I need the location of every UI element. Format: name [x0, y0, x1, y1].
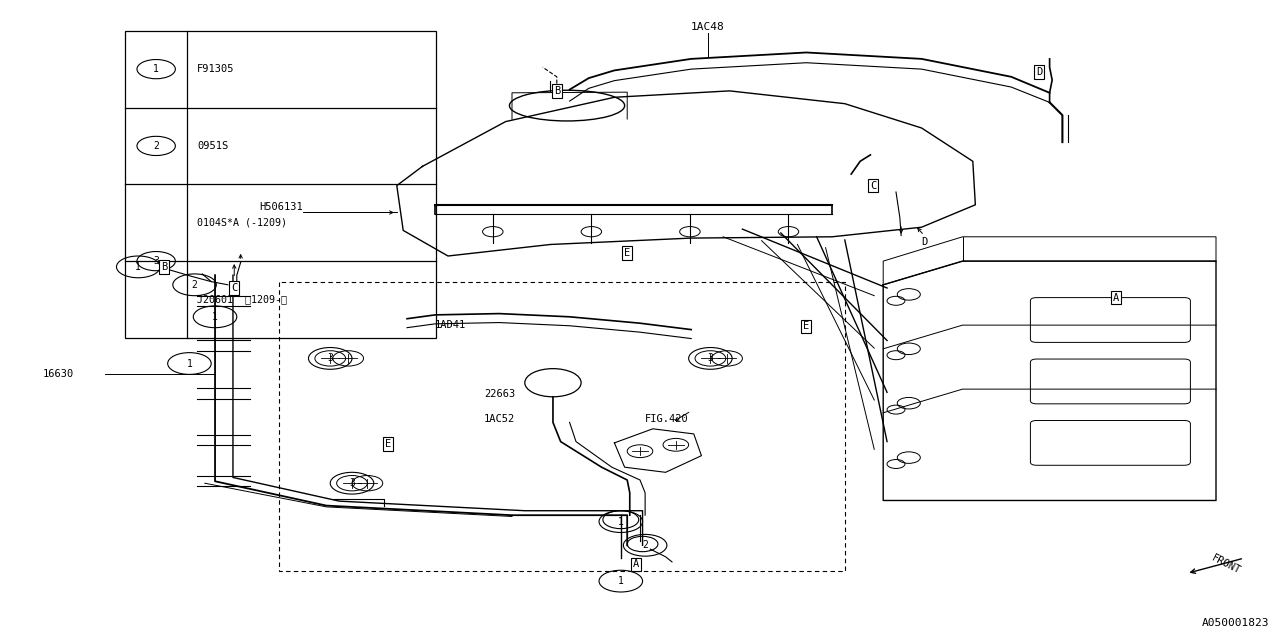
Text: 16630: 16630	[42, 369, 73, 380]
Text: A: A	[634, 559, 639, 570]
Text: 1: 1	[187, 358, 192, 369]
Text: 1AC52: 1AC52	[484, 413, 515, 424]
Text: 0951S: 0951S	[197, 141, 228, 151]
Text: FRONT: FRONT	[1210, 553, 1242, 576]
Text: 2: 2	[154, 141, 159, 151]
Text: C: C	[870, 180, 876, 191]
Text: E: E	[385, 439, 390, 449]
Text: 1AC48: 1AC48	[691, 22, 724, 32]
Text: B: B	[554, 86, 559, 96]
Bar	[125, 31, 436, 338]
Text: J20601  〈1209-）: J20601 〈1209-）	[197, 294, 287, 305]
Text: D: D	[1037, 67, 1042, 77]
Text: A050001823: A050001823	[1202, 618, 1270, 628]
Text: 1: 1	[154, 64, 159, 74]
Text: 3: 3	[708, 353, 713, 364]
Text: 22663: 22663	[484, 388, 515, 399]
Text: 3: 3	[349, 478, 355, 488]
Text: 3: 3	[154, 256, 159, 266]
Text: 1: 1	[618, 516, 623, 527]
Text: F91305: F91305	[197, 64, 234, 74]
Text: C: C	[232, 283, 237, 293]
Text: E: E	[625, 248, 630, 258]
Text: 1AD41: 1AD41	[435, 320, 466, 330]
Text: D: D	[922, 237, 927, 247]
Text: H506131: H506131	[260, 202, 303, 212]
Text: A: A	[1114, 292, 1119, 303]
Text: E: E	[804, 321, 809, 332]
Text: 1: 1	[212, 312, 218, 322]
Text: FIG.420: FIG.420	[645, 413, 689, 424]
Text: 1: 1	[618, 576, 623, 586]
Text: 0104S*A (-1209): 0104S*A (-1209)	[197, 218, 287, 228]
Text: 2: 2	[192, 280, 197, 290]
Text: B: B	[161, 262, 166, 272]
Text: 1: 1	[136, 262, 141, 272]
Text: 2: 2	[643, 540, 648, 550]
Text: 3: 3	[328, 353, 333, 364]
